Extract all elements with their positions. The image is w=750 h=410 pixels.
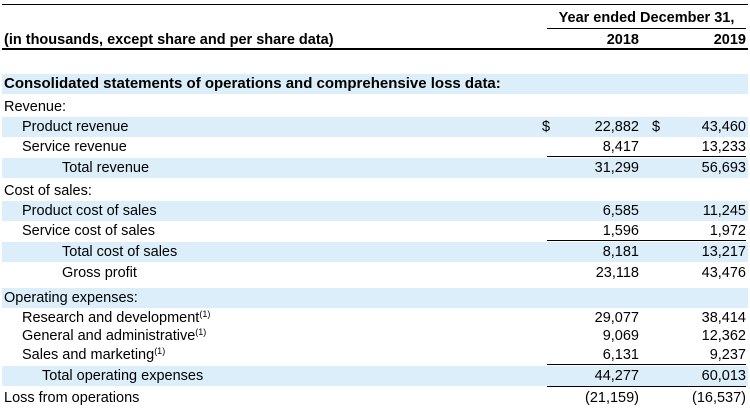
value-2018: 22,882 xyxy=(594,119,639,135)
row-label: Service revenue xyxy=(22,139,127,155)
value-2019: 1,972 xyxy=(709,223,746,239)
currency-symbol: $ xyxy=(652,119,661,135)
top-rule xyxy=(2,4,748,5)
row-label: Research and development xyxy=(22,310,200,326)
table-row: General and administrative(1) 9,069 12,3… xyxy=(2,326,748,346)
table-row: Gross profit 23,118 43,476 xyxy=(2,263,748,283)
row-label: Product revenue xyxy=(22,119,129,135)
table-row: Product cost of sales 6,585 11,245 xyxy=(2,201,748,221)
row-label: Sales and marketing xyxy=(22,347,155,363)
table-row: Revenue: xyxy=(2,97,748,117)
value-2018: 8,417 xyxy=(602,139,639,155)
value-2018: 6,131 xyxy=(602,347,639,363)
row-label: Total revenue xyxy=(62,160,150,176)
table-row: Operating expenses: xyxy=(2,288,748,308)
row-label: Loss from operations xyxy=(4,390,140,406)
row-label: Product cost of sales xyxy=(22,203,157,219)
row-label-group: Research and development(1) xyxy=(22,308,210,328)
total-rule xyxy=(547,386,746,387)
table-row: Service revenue 8,417 13,233 xyxy=(2,137,748,157)
row-label: Operating expenses: xyxy=(4,290,138,306)
value-2019: 9,237 xyxy=(709,347,746,363)
footnote-marker: (1) xyxy=(154,346,166,356)
subtotal-rule xyxy=(547,364,746,365)
table-row: Research and development(1) 29,077 38,41… xyxy=(2,308,748,328)
subtotal-rule xyxy=(547,240,746,241)
table-row: Loss from operations (21,159) (16,537) xyxy=(2,388,748,408)
row-label: Service cost of sales xyxy=(22,223,155,239)
value-2018: 29,077 xyxy=(594,310,639,326)
value-2018: 8,181 xyxy=(602,244,639,260)
table-row: Cost of sales: xyxy=(2,181,748,201)
year-2019-header: 2019 xyxy=(713,32,746,48)
table-row: Total cost of sales 8,181 13,217 xyxy=(2,242,748,262)
value-2019: 43,460 xyxy=(701,119,746,135)
value-2019: 56,693 xyxy=(701,160,746,176)
row-label: Total cost of sales xyxy=(62,244,178,260)
period-header: Year ended December 31, xyxy=(558,10,735,26)
value-2019: (16,537) xyxy=(691,390,746,406)
row-label-group: Sales and marketing(1) xyxy=(22,345,165,365)
section-row: Consolidated statements of operations an… xyxy=(2,74,748,94)
table-row: Sales and marketing(1) 6,131 9,237 xyxy=(2,345,748,365)
currency-symbol: $ xyxy=(542,119,551,135)
row-label-group: General and administrative(1) xyxy=(22,326,206,346)
value-2019: 43,476 xyxy=(701,265,746,281)
value-2019: 13,233 xyxy=(701,139,746,155)
value-2018: 44,277 xyxy=(594,368,639,384)
value-2019: 38,414 xyxy=(701,310,746,326)
units-note: (in thousands, except share and per shar… xyxy=(4,32,334,48)
table-row: Total operating expenses 44,277 60,013 xyxy=(2,366,748,386)
table-row: Product revenue $ 22,882 $ 43,460 xyxy=(2,117,748,137)
value-2018: 31,299 xyxy=(594,160,639,176)
value-2019: 11,245 xyxy=(702,203,746,219)
period-rule xyxy=(547,28,746,29)
footnote-marker: (1) xyxy=(195,327,207,337)
footnote-marker: (1) xyxy=(199,309,211,319)
row-label: Total operating expenses xyxy=(42,368,204,384)
section-title: Consolidated statements of operations an… xyxy=(4,75,501,92)
value-2019: 12,362 xyxy=(701,328,746,344)
header-rule xyxy=(2,48,748,50)
value-2018: 1,596 xyxy=(602,223,639,239)
value-2018: 9,069 xyxy=(602,328,639,344)
value-2018: 6,585 xyxy=(602,203,639,219)
table-row: Service cost of sales 1,596 1,972 xyxy=(2,221,748,241)
year-2018-header: 2018 xyxy=(606,32,639,48)
value-2019: 60,013 xyxy=(701,368,746,384)
table-row: Total revenue 31,299 56,693 xyxy=(2,158,748,178)
row-label: General and administrative xyxy=(22,328,196,344)
row-label: Cost of sales: xyxy=(4,183,92,199)
row-label: Revenue: xyxy=(4,99,67,115)
value-2019: 13,217 xyxy=(701,244,746,260)
row-label: Gross profit xyxy=(62,265,137,281)
value-2018: (21,159) xyxy=(584,390,639,406)
value-2018: 23,118 xyxy=(595,265,639,281)
subtotal-rule xyxy=(547,156,746,157)
